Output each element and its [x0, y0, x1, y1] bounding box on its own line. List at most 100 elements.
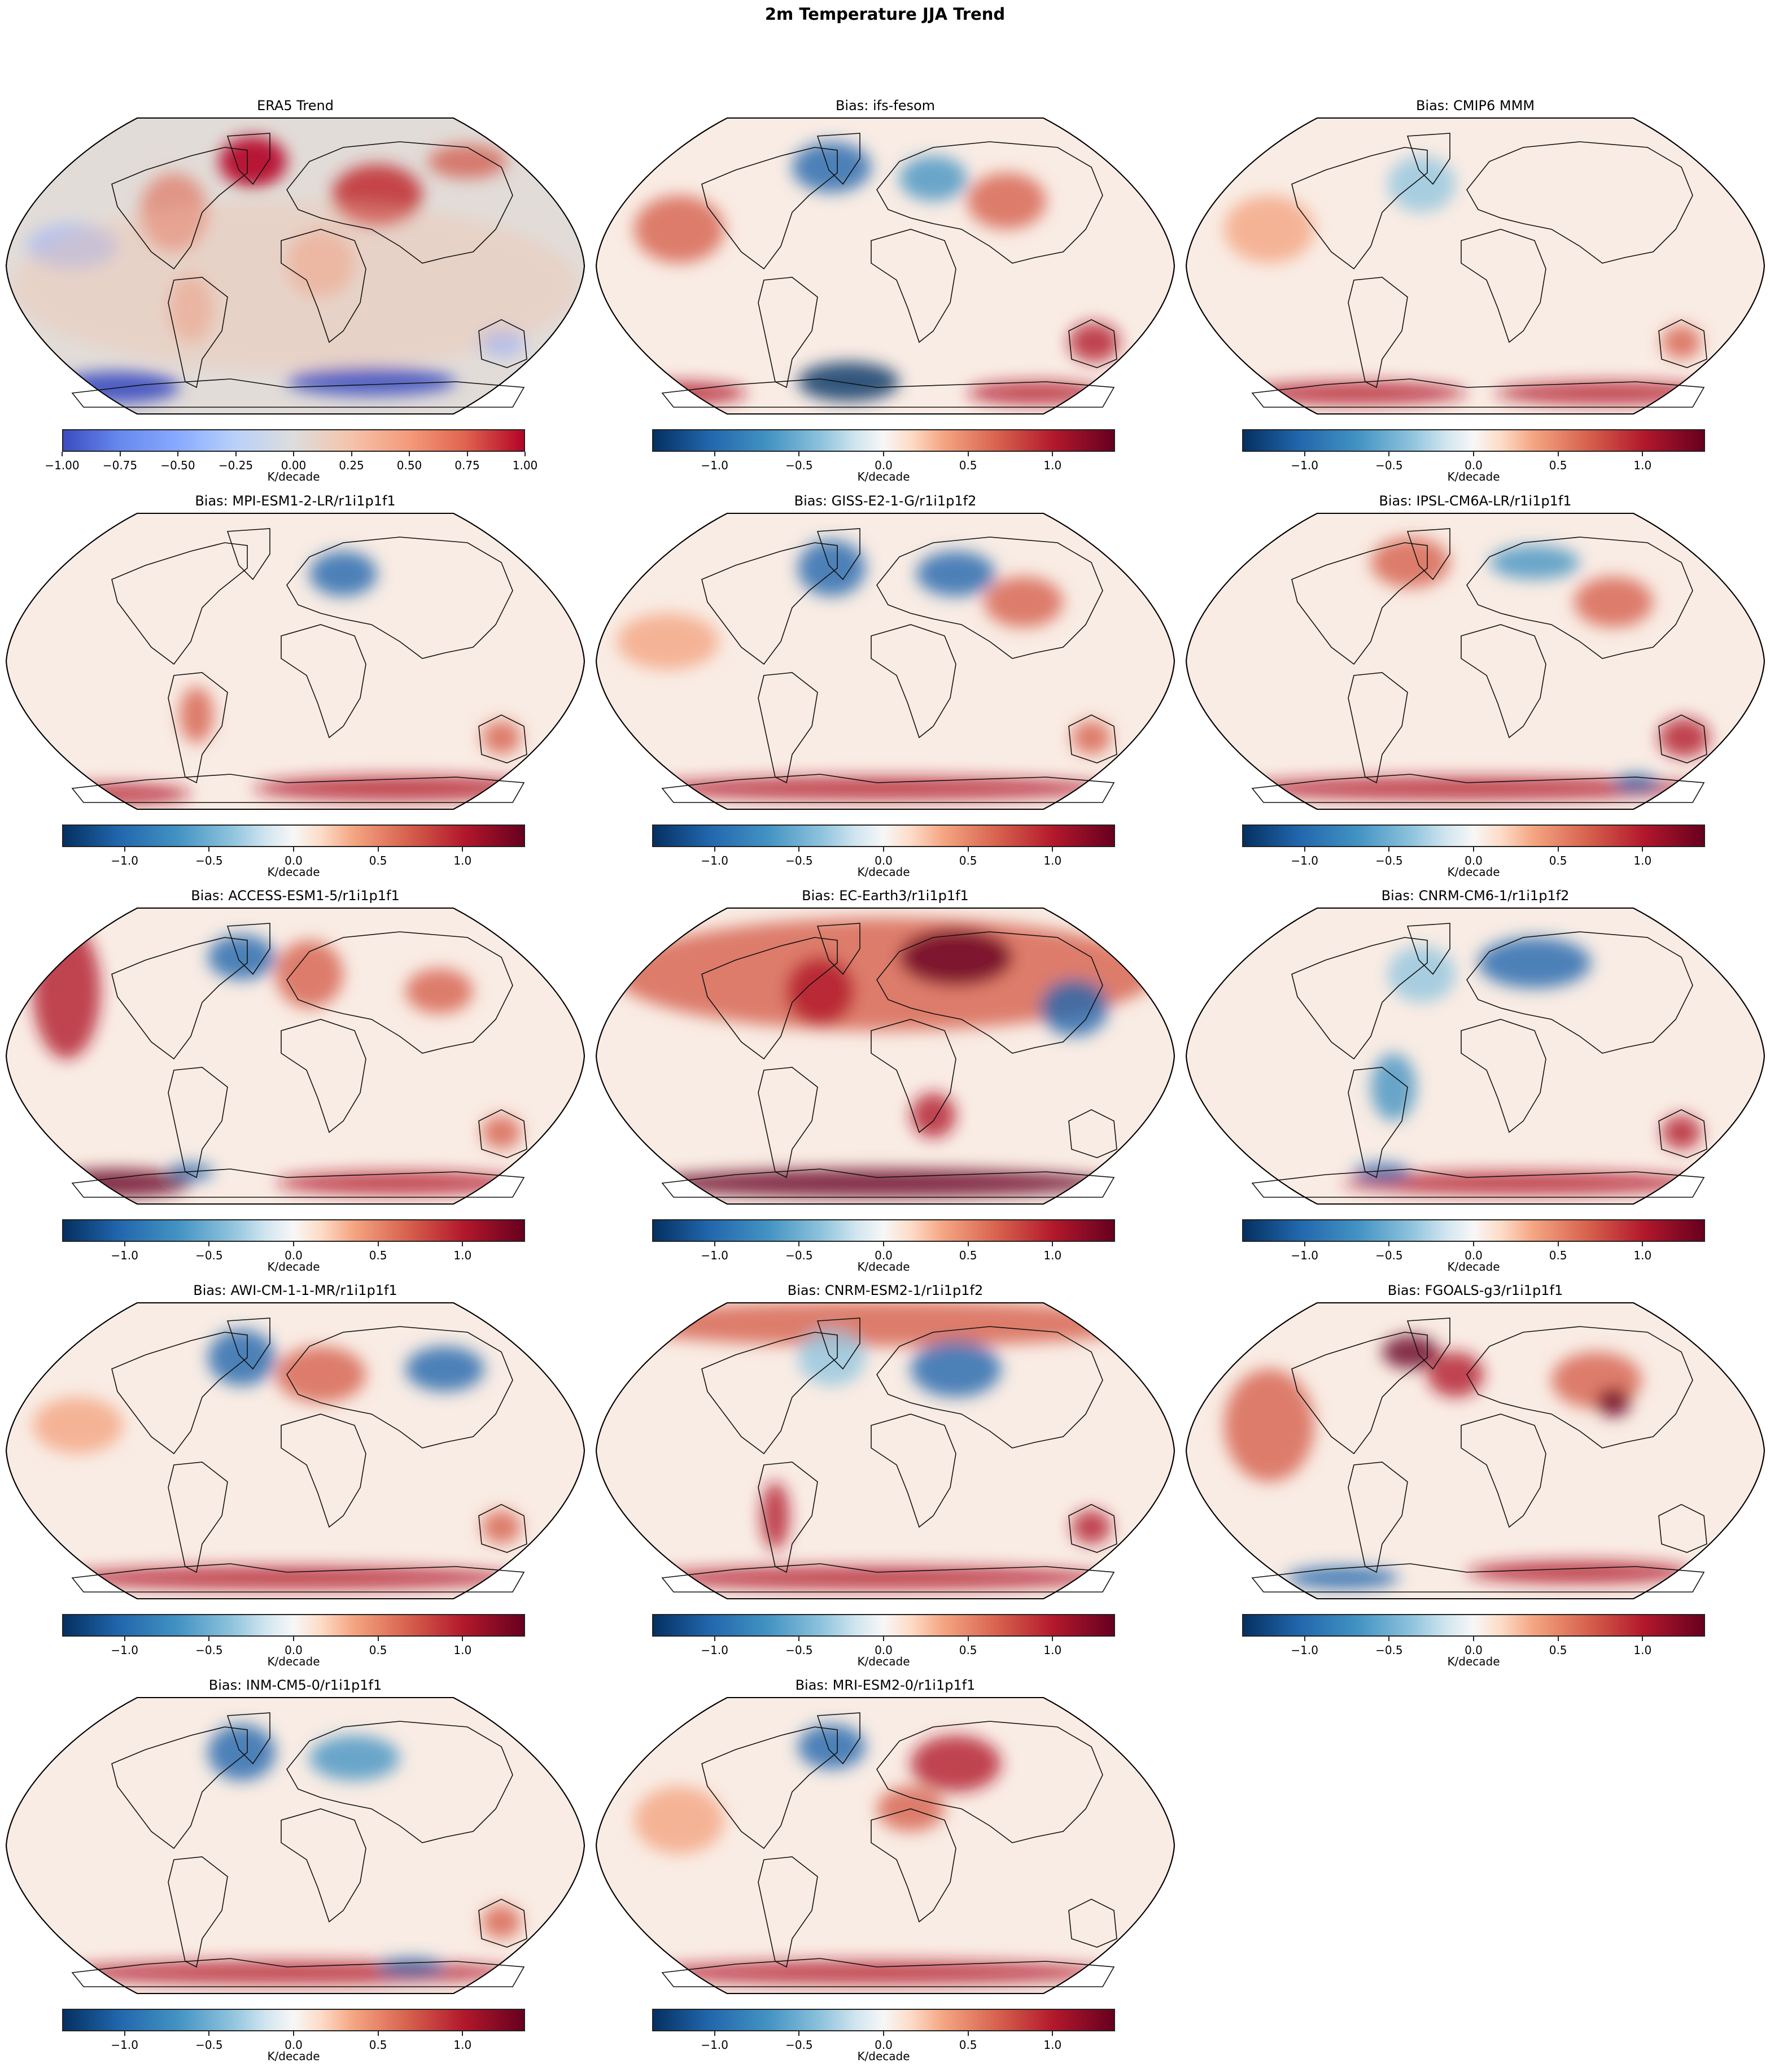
bias-colorbar — [62, 825, 525, 847]
tick-label: 1.00 — [512, 459, 538, 472]
tick-mark — [466, 452, 468, 456]
robinson-map — [1185, 116, 1766, 416]
tick-mark — [1388, 1637, 1390, 1641]
tick-label: −1.0 — [701, 1249, 728, 1262]
colorbar-ticks: −1.0 −0.5 0.0 0.5 1.0 — [652, 1637, 1115, 1659]
tick-label: −0.5 — [1375, 854, 1403, 867]
tick-label: 0.00 — [281, 459, 307, 472]
tick-label: −1.0 — [701, 459, 728, 472]
tick-label: −1.0 — [701, 2038, 728, 2052]
bias-colorbar — [62, 1219, 525, 1242]
tick-label: 0.0 — [285, 1643, 303, 1657]
colorbar-label: K/decade — [857, 1655, 910, 1668]
tick-label: 0.5 — [959, 1643, 977, 1657]
robinson-map — [5, 906, 586, 1206]
map-panel-3: Bias: CMIP6 MMM — [1185, 97, 1766, 492]
robinson-map — [1185, 512, 1766, 811]
tick-mark — [208, 2031, 210, 2036]
tick-mark — [462, 847, 464, 852]
panel-title: Bias: AWI-CM-1-1-MR/r1i1p1f1 — [193, 1283, 397, 1298]
panel-title: Bias: INM-CM5-0/r1i1p1f1 — [208, 1677, 382, 1693]
tick-label: 0.0 — [285, 2038, 303, 2052]
colorbar-label: K/decade — [267, 470, 320, 483]
tick-label: 0.5 — [1549, 1643, 1567, 1657]
tick-label: 0.5 — [959, 2038, 977, 2052]
panel-title: Bias: ACCESS-ESM1-5/r1i1p1f1 — [191, 888, 400, 904]
tick-label: 0.5 — [1549, 459, 1567, 472]
tick-mark — [1557, 847, 1559, 852]
colorbar-ticks: −1.00 −0.75 −0.50 −0.25 0.00 0.25 0.50 0.75 1.00 — [45, 452, 537, 474]
robinson-map — [595, 116, 1176, 416]
tick-mark — [1473, 1242, 1474, 1246]
colorbar-ticks: −1.0 −0.5 0.0 0.5 1.0 — [652, 2031, 1115, 2054]
tick-label: −0.5 — [195, 1643, 223, 1657]
tick-label: −1.0 — [701, 854, 728, 867]
tick-mark — [714, 847, 715, 852]
colorbar-label: K/decade — [857, 865, 910, 879]
map-panel-11: Bias: CNRM-ESM2-1/r1i1p1f2 — [595, 1282, 1176, 1677]
tick-mark — [409, 452, 410, 456]
tick-mark — [1557, 452, 1559, 456]
bias-colorbar — [1242, 1614, 1705, 1637]
colorbar-label: K/decade — [1447, 1260, 1500, 1273]
tick-mark — [967, 847, 969, 852]
colorbar-label: K/decade — [857, 470, 910, 483]
tick-label: 0.0 — [285, 1249, 303, 1262]
tick-mark — [62, 452, 63, 456]
map-figure — [595, 908, 1175, 1205]
tick-mark — [124, 1242, 125, 1246]
tick-mark — [1642, 1637, 1644, 1641]
tick-mark — [124, 2031, 125, 2036]
map-figure — [5, 908, 585, 1205]
tick-mark — [714, 452, 715, 456]
robinson-map — [595, 906, 1176, 1206]
tick-mark — [377, 847, 379, 852]
panel-title: Bias: CNRM-ESM2-1/r1i1p1f2 — [787, 1283, 984, 1298]
colorbar-label: K/decade — [267, 2049, 320, 2063]
tick-label: −0.5 — [195, 854, 223, 867]
tick-mark — [293, 847, 294, 852]
map-figure — [5, 1302, 585, 1599]
tick-label: −1.0 — [1291, 1643, 1318, 1657]
tick-label: −1.0 — [701, 1643, 728, 1657]
tick-label: 1.0 — [453, 2038, 472, 2052]
tick-mark — [883, 1242, 884, 1246]
tick-mark — [1473, 1637, 1474, 1641]
map-figure — [1185, 908, 1765, 1205]
bias-colorbar — [1242, 825, 1705, 847]
colorbar-ticks: −1.0 −0.5 0.0 0.5 1.0 — [1242, 452, 1705, 474]
colorbar-ticks: −1.0 −0.5 0.0 0.5 1.0 — [1242, 1242, 1705, 1264]
tick-mark — [798, 847, 800, 852]
tick-mark — [377, 2031, 379, 2036]
tick-mark — [883, 452, 884, 456]
tick-label: −0.5 — [785, 1249, 813, 1262]
tick-mark — [798, 1242, 800, 1246]
tick-label: −0.5 — [785, 854, 813, 867]
tick-label: 1.0 — [1633, 1249, 1652, 1262]
colorbar-label: K/decade — [1447, 470, 1500, 483]
tick-mark — [883, 847, 884, 852]
panel-title: ERA5 Trend — [257, 98, 334, 114]
robinson-map — [5, 1696, 586, 1995]
tick-label: 0.0 — [1465, 1249, 1483, 1262]
colorbar-label: K/decade — [857, 2049, 910, 2063]
tick-label: 0.5 — [959, 459, 977, 472]
tick-mark — [351, 452, 352, 456]
tick-label: 1.0 — [1043, 854, 1062, 867]
tick-mark — [293, 1242, 294, 1246]
tick-label: −0.5 — [195, 2038, 223, 2052]
colorbar-ticks: −1.0 −0.5 0.0 0.5 1.0 — [652, 452, 1115, 474]
tick-label: 0.25 — [339, 459, 364, 472]
tick-mark — [1473, 452, 1474, 456]
colorbar-label: K/decade — [1447, 865, 1500, 879]
panel-title: Bias: ifs-fesom — [835, 98, 936, 114]
tick-mark — [462, 2031, 464, 2036]
tick-label: 0.50 — [396, 459, 422, 472]
tick-mark — [714, 2031, 715, 2036]
tick-label: 1.0 — [1633, 854, 1652, 867]
tick-mark — [377, 1242, 379, 1246]
tick-mark — [967, 2031, 969, 2036]
tick-mark — [124, 847, 125, 852]
colorbar-label: K/decade — [267, 1655, 320, 1668]
bias-colorbar — [652, 825, 1115, 847]
